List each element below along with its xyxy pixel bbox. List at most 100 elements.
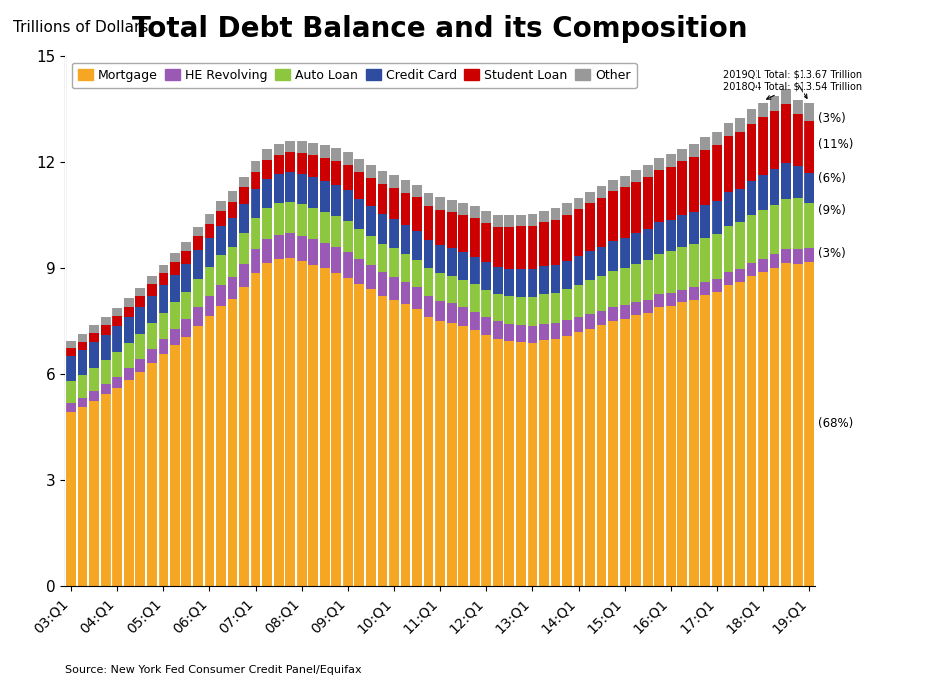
Bar [458,307,468,326]
Bar [309,155,318,177]
Bar [78,407,87,586]
Bar [701,238,710,282]
Bar [216,306,226,586]
Bar [574,256,583,285]
Bar [562,260,572,289]
Bar [781,163,791,199]
Bar [343,278,353,586]
Bar [608,306,618,321]
Bar [101,394,110,586]
Bar [620,187,629,238]
Bar [678,149,687,161]
Bar [193,307,203,326]
Bar [66,403,76,412]
Text: Source: New York Fed Consumer Credit Panel/Equifax: Source: New York Fed Consumer Credit Pan… [65,664,362,675]
Text: (6%): (6%) [819,172,846,185]
Bar [309,239,318,264]
Bar [159,313,168,339]
Bar [250,218,260,250]
Bar [666,293,676,306]
Bar [309,264,318,586]
Bar [377,296,387,586]
Bar [250,172,260,189]
Bar [309,207,318,239]
Bar [746,276,756,586]
Bar [228,277,237,299]
Bar [642,313,653,586]
Bar [539,210,549,222]
Bar [400,180,411,193]
Bar [654,170,664,222]
Bar [273,203,284,235]
Bar [678,161,687,215]
Bar [216,211,226,226]
Bar [377,243,387,273]
Bar [504,268,514,296]
Bar [343,222,353,252]
Bar [701,205,710,238]
Bar [124,343,133,368]
Bar [516,342,526,586]
Bar [631,264,641,302]
Bar [562,203,572,215]
Bar [250,273,260,586]
Bar [78,342,87,351]
Bar [239,187,249,204]
Bar [124,317,133,343]
Bar [527,226,538,269]
Bar [493,226,502,267]
Bar [205,296,214,316]
Bar [273,144,284,155]
Bar [504,341,514,586]
Bar [758,272,768,586]
Bar [297,153,307,174]
Bar [678,302,687,586]
Bar [78,334,87,342]
Bar [793,100,803,114]
Bar [286,233,295,258]
Bar [343,252,353,278]
Bar [458,326,468,586]
Bar [781,89,791,104]
Bar [66,412,76,586]
Bar [504,216,514,227]
Bar [551,220,560,265]
Bar [112,376,122,388]
Bar [332,148,341,161]
Bar [146,363,157,586]
Bar [642,300,653,313]
Bar [435,210,445,245]
Bar [135,288,146,296]
Bar [470,257,479,284]
Bar [124,298,133,306]
Bar [678,215,687,247]
Bar [562,215,572,260]
Bar [758,117,768,175]
Bar [332,216,341,247]
Bar [413,260,422,287]
Bar [493,321,502,339]
Bar [435,300,445,321]
Bar [320,145,330,158]
Bar [642,165,653,177]
Bar [286,140,295,152]
Bar [608,271,618,306]
Bar [170,254,180,262]
Bar [539,266,549,294]
Bar [366,265,375,290]
Bar [182,241,191,251]
Bar [320,212,330,243]
Bar [424,240,434,268]
Bar [689,157,699,212]
Bar [424,317,434,586]
Bar [424,205,434,240]
Bar [170,330,180,346]
Bar [205,239,214,266]
Bar [239,233,249,264]
Bar [193,279,203,307]
Text: (11%): (11%) [819,138,854,151]
Bar [366,165,375,178]
Bar [746,123,756,181]
Bar [769,205,780,254]
Bar [239,177,249,187]
